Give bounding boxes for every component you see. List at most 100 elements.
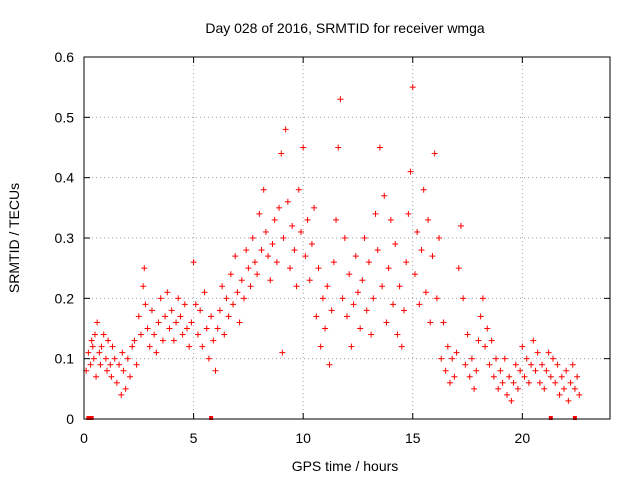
data-point — [199, 343, 206, 350]
data-point — [280, 235, 287, 241]
data-point — [113, 379, 120, 386]
data-point — [333, 216, 340, 223]
data-point — [503, 391, 510, 398]
gap-marker — [572, 416, 577, 420]
x-tick-label: 10 — [295, 430, 311, 446]
y-tick-label: 0.3 — [55, 230, 75, 246]
data-point — [97, 361, 104, 368]
data-point — [414, 228, 421, 235]
data-point — [279, 349, 286, 356]
data-point — [457, 222, 464, 229]
data-point — [512, 361, 519, 368]
data-point — [429, 253, 436, 260]
data-point — [344, 313, 350, 320]
data-point — [381, 192, 388, 199]
data-point — [396, 283, 403, 290]
data-point — [278, 150, 285, 157]
data-point — [304, 216, 311, 223]
grid — [84, 57, 610, 419]
data-point — [543, 367, 550, 374]
data-point — [501, 355, 508, 362]
data-point — [330, 259, 337, 266]
data-point — [560, 385, 567, 392]
data-point — [216, 307, 223, 314]
data-point — [556, 391, 563, 398]
data-point — [179, 331, 186, 338]
data-point — [91, 331, 98, 338]
data-point — [541, 385, 548, 392]
data-point — [140, 283, 147, 290]
data-point — [153, 349, 160, 356]
data-point — [127, 373, 134, 380]
gap-marker — [89, 416, 94, 420]
data-point — [361, 235, 368, 241]
data-point — [212, 367, 219, 374]
data-point — [109, 343, 116, 350]
data-point — [479, 295, 486, 302]
y-axis-label: SRMTID / TECUs — [6, 183, 22, 293]
data-point — [118, 391, 125, 398]
data-point — [287, 265, 294, 272]
data-point — [460, 295, 467, 302]
data-point — [493, 355, 500, 362]
data-point — [313, 313, 320, 320]
data-point — [571, 385, 578, 392]
data-point — [499, 379, 506, 386]
data-point — [108, 373, 115, 380]
data-point — [260, 186, 267, 193]
data-point — [574, 373, 581, 380]
x-tick-label: 15 — [405, 430, 421, 446]
data-point — [341, 235, 348, 241]
data-point — [422, 289, 429, 296]
data-point — [276, 204, 283, 211]
gap-marker — [209, 416, 214, 420]
data-point — [363, 307, 370, 314]
data-point — [190, 259, 197, 266]
data-point — [184, 325, 191, 332]
data-point — [107, 361, 114, 368]
data-point — [385, 265, 392, 272]
data-point — [111, 355, 118, 362]
data-point — [265, 253, 272, 260]
data-point — [120, 367, 127, 374]
data-point — [223, 295, 230, 302]
data-point — [431, 150, 438, 157]
data-point — [447, 379, 454, 386]
data-point — [490, 373, 497, 380]
data-point — [258, 247, 265, 254]
data-point — [94, 319, 101, 326]
data-point — [416, 301, 423, 308]
gap-marker — [548, 416, 553, 420]
data-point — [359, 277, 366, 284]
data-point — [354, 289, 361, 296]
data-point — [151, 331, 158, 338]
data-point — [203, 325, 210, 332]
data-point — [271, 216, 278, 223]
data-point — [337, 96, 344, 103]
data-point — [453, 349, 460, 356]
data-point — [519, 343, 526, 350]
data-point — [295, 186, 302, 193]
data-point — [214, 325, 221, 332]
data-point — [293, 283, 300, 290]
data-point — [552, 379, 559, 386]
data-point — [146, 343, 153, 350]
data-point — [550, 355, 557, 362]
data-point — [88, 337, 95, 344]
data-point — [311, 204, 318, 211]
data-point — [175, 295, 182, 302]
data-point — [131, 337, 138, 344]
data-point — [192, 301, 199, 308]
data-point — [119, 349, 126, 356]
data-point — [124, 355, 131, 362]
data-point — [411, 271, 418, 278]
data-point — [326, 361, 333, 368]
data-point — [219, 283, 226, 290]
data-point — [234, 289, 241, 296]
data-point — [374, 247, 381, 254]
data-point — [449, 355, 456, 362]
x-tick-label: 20 — [515, 430, 531, 446]
data-point — [468, 355, 475, 362]
data-point — [291, 247, 298, 254]
